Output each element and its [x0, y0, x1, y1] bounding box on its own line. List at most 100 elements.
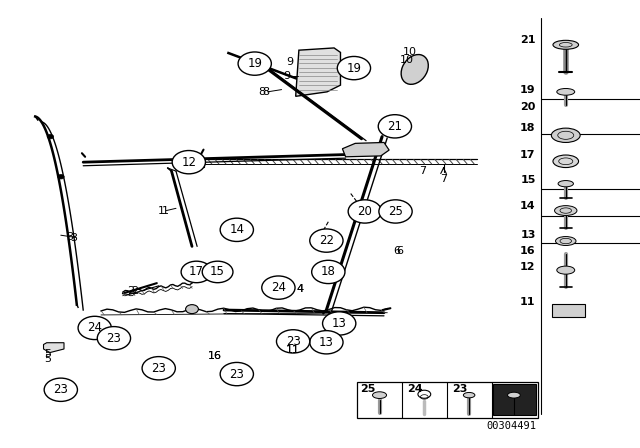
Text: 22: 22 — [497, 384, 513, 394]
Ellipse shape — [553, 40, 579, 49]
Text: 16: 16 — [520, 246, 536, 256]
Text: 19: 19 — [346, 61, 362, 75]
Circle shape — [142, 357, 175, 380]
Text: 2: 2 — [131, 286, 138, 296]
Circle shape — [238, 52, 271, 75]
Text: 2: 2 — [127, 286, 134, 296]
Text: 23: 23 — [106, 332, 122, 345]
Text: 12: 12 — [520, 262, 536, 271]
Text: 20: 20 — [520, 102, 536, 112]
Ellipse shape — [552, 128, 580, 142]
Text: 23: 23 — [151, 362, 166, 375]
Text: 24: 24 — [407, 384, 422, 394]
Text: 23: 23 — [229, 367, 244, 381]
Text: 24: 24 — [271, 281, 286, 294]
Circle shape — [323, 312, 356, 335]
Text: 18: 18 — [321, 265, 336, 279]
Text: 23: 23 — [452, 384, 467, 394]
Text: 20: 20 — [357, 205, 372, 218]
Bar — [493, 384, 536, 415]
Circle shape — [337, 56, 371, 80]
Text: 8: 8 — [262, 87, 269, 97]
Polygon shape — [44, 343, 64, 353]
Text: 9: 9 — [286, 57, 294, 67]
Text: 17: 17 — [520, 150, 536, 159]
Text: 14: 14 — [520, 201, 536, 211]
Circle shape — [181, 261, 212, 283]
Ellipse shape — [554, 206, 577, 215]
Bar — [357, 382, 538, 418]
Circle shape — [47, 134, 54, 139]
Text: 19: 19 — [520, 85, 536, 95]
Text: 1: 1 — [158, 206, 165, 215]
Text: 21: 21 — [520, 35, 536, 45]
Text: 23: 23 — [285, 335, 301, 348]
Circle shape — [276, 330, 310, 353]
Circle shape — [378, 115, 412, 138]
Text: 16: 16 — [207, 351, 221, 361]
Circle shape — [202, 261, 233, 283]
Ellipse shape — [557, 266, 575, 274]
Text: 8: 8 — [259, 87, 266, 97]
Text: 23: 23 — [53, 383, 68, 396]
Text: 5: 5 — [45, 349, 51, 359]
Ellipse shape — [556, 237, 576, 246]
Ellipse shape — [463, 392, 475, 398]
Ellipse shape — [558, 181, 573, 187]
Polygon shape — [342, 142, 389, 157]
Text: 24: 24 — [87, 321, 102, 335]
Text: 15: 15 — [520, 175, 536, 185]
Text: 17: 17 — [189, 265, 204, 279]
Text: 3: 3 — [67, 233, 74, 242]
Circle shape — [172, 151, 205, 174]
Circle shape — [379, 200, 412, 223]
Text: 13: 13 — [332, 317, 347, 330]
Text: 00304491: 00304491 — [486, 422, 536, 431]
Text: 3: 3 — [70, 233, 77, 243]
Bar — [195, 158, 204, 167]
Text: 9: 9 — [283, 71, 290, 81]
Text: 21: 21 — [387, 120, 403, 133]
Circle shape — [348, 200, 381, 223]
Circle shape — [78, 316, 111, 340]
Circle shape — [312, 260, 345, 284]
Text: 10: 10 — [399, 56, 413, 65]
Polygon shape — [296, 48, 340, 96]
Ellipse shape — [508, 392, 520, 398]
Text: 14: 14 — [229, 223, 244, 237]
Text: 6: 6 — [397, 246, 403, 256]
Text: 11: 11 — [286, 345, 300, 355]
Text: 11: 11 — [520, 297, 536, 307]
Text: 13: 13 — [520, 230, 536, 240]
Ellipse shape — [557, 88, 575, 95]
Ellipse shape — [372, 392, 387, 399]
Text: 18: 18 — [520, 123, 536, 133]
Ellipse shape — [401, 55, 428, 84]
Text: 25: 25 — [360, 384, 376, 394]
Circle shape — [44, 378, 77, 401]
Text: 5: 5 — [45, 354, 51, 364]
Circle shape — [262, 276, 295, 299]
Circle shape — [97, 327, 131, 350]
Text: 25: 25 — [388, 205, 403, 218]
Circle shape — [186, 305, 198, 314]
Text: 16: 16 — [207, 351, 221, 361]
FancyBboxPatch shape — [552, 304, 585, 317]
Text: 13: 13 — [319, 336, 334, 349]
Text: 11: 11 — [286, 345, 300, 355]
Text: 10: 10 — [403, 47, 417, 57]
Text: 7: 7 — [440, 174, 447, 184]
Text: 4: 4 — [296, 284, 303, 294]
Circle shape — [310, 229, 343, 252]
Text: 1: 1 — [162, 206, 168, 215]
Text: 12: 12 — [181, 155, 196, 169]
Ellipse shape — [553, 155, 579, 168]
Text: 4: 4 — [296, 284, 303, 294]
Circle shape — [220, 218, 253, 241]
Text: 19: 19 — [247, 57, 262, 70]
Text: 6: 6 — [394, 246, 400, 256]
Circle shape — [58, 175, 64, 179]
Circle shape — [220, 362, 253, 386]
Text: 7: 7 — [419, 166, 426, 176]
Text: 15: 15 — [210, 265, 225, 279]
